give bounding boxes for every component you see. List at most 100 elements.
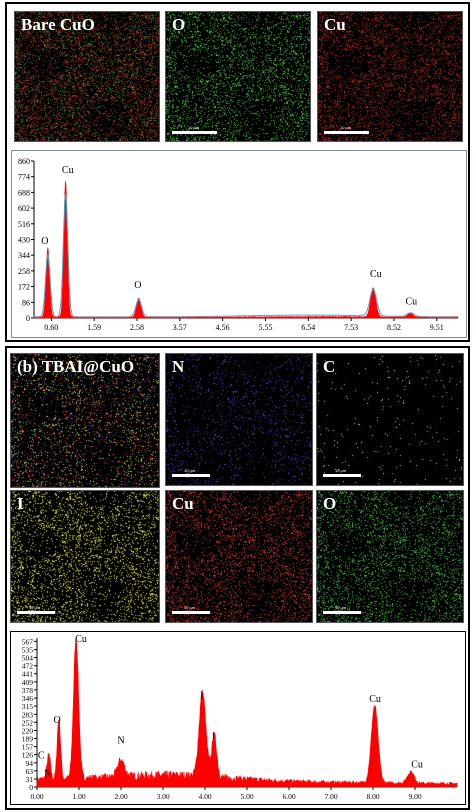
y-tick-label: 126: [22, 751, 34, 760]
map-tbai-cuo: (b) TBAI@CuO: [10, 353, 160, 488]
y-tick-label: 774: [18, 173, 30, 182]
y-tick-label: 63: [26, 767, 34, 776]
scale-bar-label: 10 µm: [184, 468, 196, 473]
scale-bar: [324, 131, 369, 134]
peak-label: Cu: [405, 296, 417, 307]
x-tick-label: 7.00: [324, 792, 337, 801]
x-tick-label: 8.00: [366, 792, 379, 801]
y-tick-label: 0: [26, 314, 30, 323]
peak-label: Cu: [369, 694, 381, 705]
x-tick-label: 2.58: [130, 323, 144, 332]
y-tick-label: 688: [18, 188, 30, 197]
map-n: N 10 µm: [165, 353, 313, 486]
peak-label: Cu: [62, 165, 74, 176]
y-tick-label: 567: [22, 637, 34, 646]
x-tick-label: 9.51: [430, 323, 444, 332]
x-tick-label: 1.59: [87, 323, 101, 332]
y-tick-label: 344: [18, 251, 30, 260]
x-tick-label: 1.00: [72, 792, 85, 801]
spectrum-a-chart: 0 86 172 258 344 430 516 602 688 774 860 0.60 1.59 2.…: [18, 157, 459, 332]
y-tick-label: 189: [22, 734, 34, 743]
peak-label: O: [134, 280, 141, 291]
map-o: O 10 µm: [165, 11, 311, 142]
y-tick-label: 516: [18, 220, 30, 229]
map-cu-b-image: [166, 491, 312, 622]
y-tick-label: 172: [18, 283, 30, 292]
map-o-b: O 10 µm: [316, 490, 464, 623]
scale-bar: [172, 474, 210, 477]
peak-label: Cu: [75, 634, 87, 645]
y-tick-label: 535: [22, 646, 34, 655]
peak-label: I: [212, 731, 215, 742]
scale-bar: [323, 474, 361, 477]
peak-label: N: [117, 735, 124, 746]
peak-label: Cu: [370, 269, 382, 280]
map-i-image: [11, 491, 159, 622]
x-tick-label: 0.60: [44, 323, 58, 332]
x-tick-label: 2.00: [114, 792, 127, 801]
map-o-image: [166, 12, 310, 141]
spectrum-b-chart: 0316394126157189220252283315346378409441…: [22, 634, 458, 801]
map-label: I: [17, 494, 24, 513]
scale-bar-label: 10 µm: [335, 605, 347, 610]
y-tick-label: 94: [26, 759, 34, 768]
map-label: O: [323, 494, 337, 513]
y-tick-label: 252: [22, 718, 34, 727]
map-label: O: [172, 15, 186, 34]
peak-label: I: [200, 690, 203, 701]
spectrum-area: [33, 180, 459, 319]
scale-bar: [172, 131, 217, 134]
figure-b-panel: (b) TBAI@CuO N 10 µm C 10 µm I 10 µm Cu …: [5, 346, 470, 810]
y-tick-label: 315: [22, 702, 34, 711]
map-label: N: [172, 357, 185, 376]
scale-bar: [17, 611, 55, 614]
map-label: Cu: [324, 15, 346, 34]
scale-bar-label: 10 µm: [340, 125, 352, 130]
y-tick-label: 220: [22, 726, 34, 735]
spectrum-area: [36, 637, 458, 788]
map-tbai-cuo-image: [11, 354, 159, 487]
y-tick-label: 472: [22, 662, 34, 671]
map-bare-cuo-image: [15, 12, 159, 141]
map-label: Bare CuO: [21, 15, 95, 34]
x-tick-label: 0.00: [30, 792, 43, 801]
y-tick-label: 283: [22, 710, 34, 719]
map-o-b-image: [317, 491, 463, 622]
x-tick-label: 6.00: [282, 792, 295, 801]
y-tick-label: 504: [22, 654, 34, 663]
scale-bar-label: 10 µm: [335, 468, 347, 473]
y-tick-label: 0: [29, 783, 33, 792]
map-cu-b: Cu 10 µm: [165, 490, 313, 623]
map-cu-image: [318, 12, 462, 141]
map-i: I 10 µm: [10, 490, 160, 623]
peak-label: O: [41, 236, 48, 247]
y-tick-label: 378: [22, 686, 34, 695]
map-label: C: [323, 357, 336, 376]
y-tick-label: 86: [22, 298, 30, 307]
x-tick-label: 6.54: [301, 323, 315, 332]
spectrum-fit-line: [34, 194, 458, 318]
peak-label: N: [44, 769, 51, 780]
map-c: C 10 µm: [316, 353, 464, 486]
figure-a-panel: Bare CuO O 10 µm Cu 10 µm 0 86 172 258 344 43…: [5, 2, 470, 342]
map-cu: Cu 10 µm: [317, 11, 463, 142]
y-tick-label: 157: [22, 743, 34, 752]
x-tick-label: 4.56: [216, 323, 230, 332]
map-label: (b) TBAI@CuO: [17, 357, 135, 376]
spectrum-b-frame: 0 31 63 94 126 157 189 220 252 283 315 346 378 409 441…: [10, 631, 466, 805]
map-bare-cuo: Bare CuO: [14, 11, 160, 142]
scale-bar-label: 10 µm: [188, 125, 200, 130]
scale-bar: [323, 611, 361, 614]
x-tick-label: 4.00: [198, 792, 211, 801]
y-tick-label: 441: [22, 670, 34, 679]
scale-bar: [172, 611, 210, 614]
x-tick-label: 7.53: [344, 323, 358, 332]
x-tick-label: 5.00: [240, 792, 253, 801]
x-tick-label: 5.55: [258, 323, 272, 332]
y-tick-label: 430: [18, 236, 30, 245]
y-tick-label: 31: [26, 775, 34, 784]
y-tick-label: 860: [18, 157, 30, 166]
map-c-image: [317, 354, 463, 485]
y-tick-label: 409: [22, 678, 34, 687]
y-tick-label: 602: [18, 204, 30, 213]
